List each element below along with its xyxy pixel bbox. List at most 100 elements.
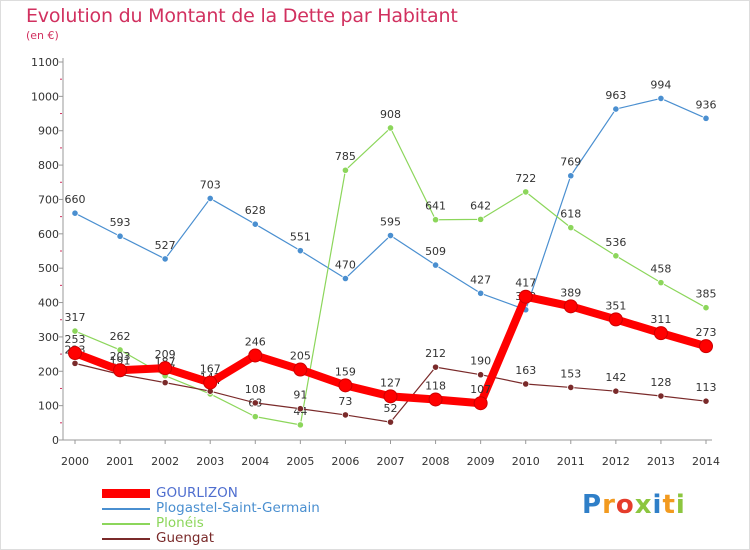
data-label: 212: [425, 347, 446, 360]
data-point: [251, 399, 259, 407]
data-label: 936: [696, 98, 717, 111]
data-label: 73: [338, 395, 352, 408]
data-label: 458: [650, 263, 671, 276]
y-tick-label: 800: [38, 159, 59, 172]
x-tick-label: 2007: [377, 455, 405, 468]
data-label: 163: [515, 364, 536, 377]
data-label: 509: [425, 245, 446, 258]
data-label: 203: [110, 350, 131, 363]
data-point: [522, 188, 530, 196]
y-tick-label: 1100: [31, 56, 59, 69]
x-tick-label: 2010: [512, 455, 540, 468]
y-tick-label: 700: [38, 193, 59, 206]
legend-label: Plogastel-Saint-Germain: [156, 500, 320, 516]
x-tick-label: 2002: [151, 455, 179, 468]
data-label: 994: [650, 78, 671, 91]
data-label: 205: [290, 350, 311, 363]
data-label: 107: [470, 383, 491, 396]
proxiti-logo: Proxiti: [582, 490, 686, 520]
data-point: [296, 421, 304, 429]
data-point: [386, 124, 395, 132]
data-point: [477, 289, 485, 297]
data-point: [563, 299, 578, 314]
data-point: [702, 397, 710, 405]
data-point: [296, 247, 304, 255]
data-label: 963: [605, 89, 626, 102]
data-point: [653, 326, 668, 341]
data-point: [251, 413, 259, 421]
chart-title: Evolution du Montant de la Dette par Hab…: [26, 5, 458, 27]
data-point: [608, 312, 623, 327]
data-label: 253: [65, 333, 86, 346]
data-point: [431, 363, 440, 371]
data-point: [657, 94, 665, 103]
data-point: [296, 405, 304, 413]
data-point: [428, 392, 443, 407]
data-label: 660: [65, 193, 86, 206]
data-point: [206, 194, 214, 203]
legend-item: Guengat: [102, 531, 320, 546]
data-point: [203, 375, 218, 390]
legend-swatch: [102, 537, 150, 540]
x-tick-label: 2008: [422, 455, 450, 468]
data-point: [158, 361, 173, 376]
y-tick-label: 200: [38, 365, 59, 378]
data-point: [431, 261, 440, 269]
data-label: 536: [605, 236, 626, 249]
data-label: 642: [470, 199, 491, 212]
data-label: 908: [380, 108, 401, 121]
data-label: 142: [605, 371, 626, 384]
data-point: [293, 362, 308, 377]
data-point: [161, 379, 169, 387]
legend-label: GOURLIZON: [156, 485, 238, 501]
data-point: [71, 327, 79, 335]
data-point: [431, 216, 440, 224]
data-point: [251, 220, 259, 228]
x-tick-label: 2003: [196, 455, 224, 468]
logo-letter: t: [662, 490, 676, 520]
data-point: [477, 215, 485, 223]
x-tick-label: 2005: [286, 455, 314, 468]
logo-letter: P: [582, 490, 603, 520]
data-point: [702, 114, 710, 122]
data-point: [116, 232, 124, 240]
legend: GOURLIZON Plogastel-Saint-Germain Plonéi…: [102, 486, 320, 546]
y-tick-label: 600: [38, 228, 59, 241]
data-point: [699, 339, 713, 354]
legend-swatch: [102, 522, 150, 525]
legend-item: Plonéis: [102, 516, 320, 531]
x-tick-label: 2004: [241, 455, 269, 468]
data-point: [702, 304, 710, 312]
legend-item: GOURLIZON: [102, 486, 320, 501]
data-point: [477, 371, 485, 379]
logo-letter: o: [615, 490, 635, 520]
data-label: 159: [335, 365, 356, 378]
data-label: 273: [696, 326, 717, 339]
data-label: 628: [245, 204, 266, 217]
data-label: 641: [425, 200, 446, 213]
x-tick-label: 2006: [331, 455, 359, 468]
data-point: [612, 387, 620, 395]
data-label: 593: [110, 216, 131, 229]
data-label: 209: [155, 348, 176, 361]
data-label: 385: [696, 288, 717, 301]
legend-item: Plogastel-Saint-Germain: [102, 501, 320, 516]
data-label: 427: [470, 273, 491, 286]
data-point: [71, 359, 79, 367]
data-label: 551: [290, 231, 311, 244]
data-point: [612, 105, 620, 113]
chart-unit: (en €): [26, 29, 59, 42]
data-point: [71, 209, 79, 217]
legend-label: Plonéis: [156, 515, 204, 531]
data-label: 769: [560, 156, 581, 169]
data-point: [518, 289, 533, 304]
data-label: 127: [380, 376, 401, 389]
data-label: 527: [155, 239, 176, 252]
data-label: 389: [560, 286, 581, 299]
legend-swatch: [102, 489, 150, 498]
logo-letter: x: [634, 490, 653, 520]
y-tick-label: 400: [38, 297, 59, 310]
data-label: 91: [293, 389, 307, 402]
